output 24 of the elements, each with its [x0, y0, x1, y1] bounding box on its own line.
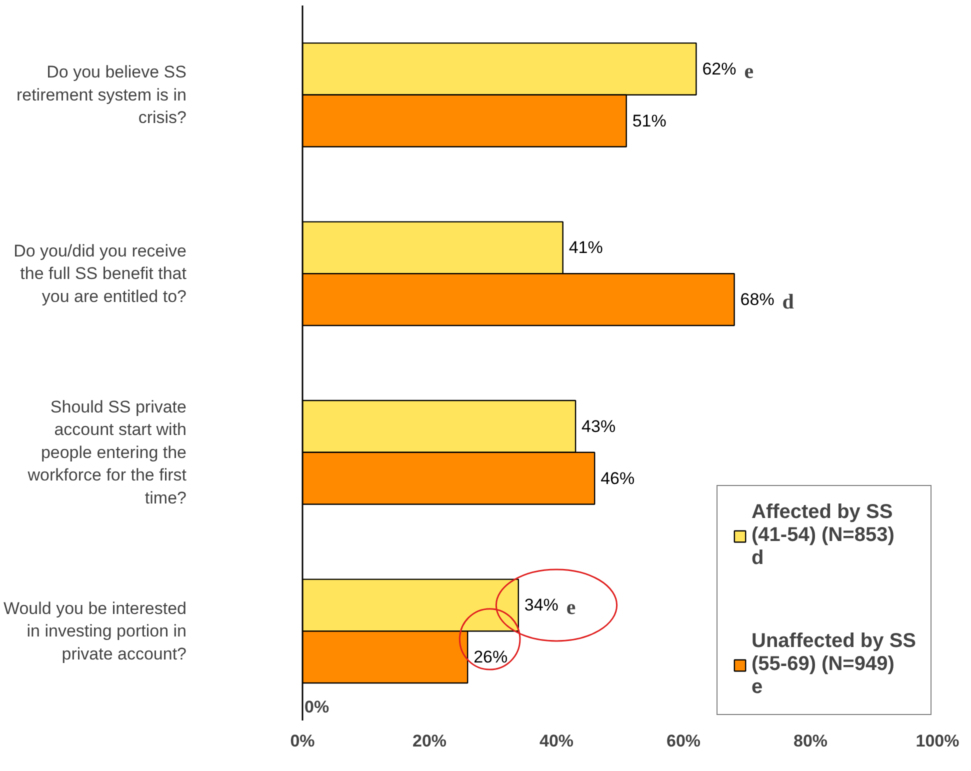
y-tick-label: Do you believe SS retirement system is in crisis? [16, 62, 187, 128]
annotation: 0% [304, 698, 330, 716]
y-tick-label: Do you/did you receive the full SS benefit that you are entitled to? [14, 241, 187, 306]
data-label: 51% [632, 111, 666, 130]
data-label: 62% [702, 59, 736, 78]
data-label: 46% [600, 468, 635, 488]
legend-label: Affected by SS (41-54) (N=853) d [752, 501, 894, 570]
data-label: 41% [568, 238, 603, 258]
x-tick-label: 60% [666, 732, 701, 750]
y-tick-label: Would you be interested in investing portion in private account? [3, 598, 187, 664]
x-tick-label: 40% [539, 732, 574, 750]
data-label: 34% [524, 596, 558, 615]
x-tick-label: 0% [290, 732, 315, 750]
x-tick-label: 20% [412, 732, 447, 750]
data-label: 43% [582, 416, 616, 436]
x-tick-label: 80% [793, 732, 828, 750]
y-tick-label: Should SS private account start with people entering the workforce for the first time? [26, 397, 187, 508]
data-label: 26% [474, 648, 508, 667]
x-tick-label: 100% [916, 732, 960, 750]
annotation: d [782, 290, 794, 314]
legend-label: Unaffected by SS (55-69) (N=949) e [752, 630, 916, 699]
data-label: 68% [740, 290, 774, 310]
annotation: e [744, 58, 754, 83]
annotation: e [566, 595, 576, 620]
